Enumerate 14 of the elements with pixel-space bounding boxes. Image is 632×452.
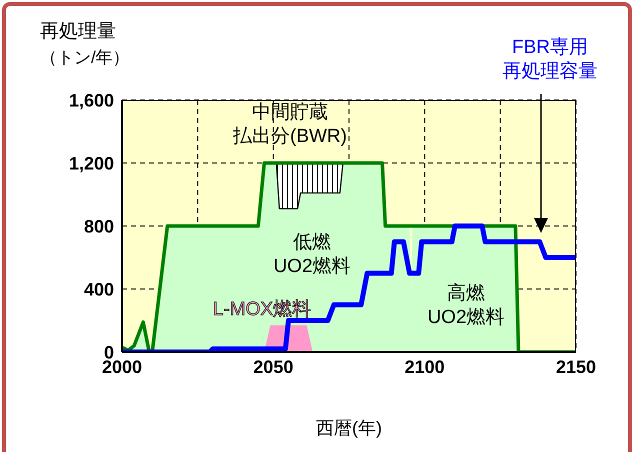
text: FBR専用再処理容量: [502, 36, 598, 84]
x-tick-label: 2050: [253, 356, 294, 377]
series-label: L-MOX燃料: [212, 298, 312, 322]
series-label: 中間貯蔵払出分(BWR): [232, 101, 348, 149]
y-tick-label: 1,200: [68, 153, 114, 174]
y-tick-label: 800: [84, 216, 114, 236]
x-tick-label: 2100: [404, 356, 445, 377]
y-axis-title: 再処理量（トン/年）: [40, 20, 130, 69]
series-label: 低燃UO2燃料: [272, 231, 352, 279]
series-label: 高燃UO2燃料: [426, 282, 506, 330]
x-axis-title: 西暦(年): [316, 418, 382, 438]
y-tick-label: 1,600: [68, 90, 114, 110]
x-tick-label: 2150: [556, 356, 596, 377]
y-tick-label: 400: [84, 279, 114, 300]
